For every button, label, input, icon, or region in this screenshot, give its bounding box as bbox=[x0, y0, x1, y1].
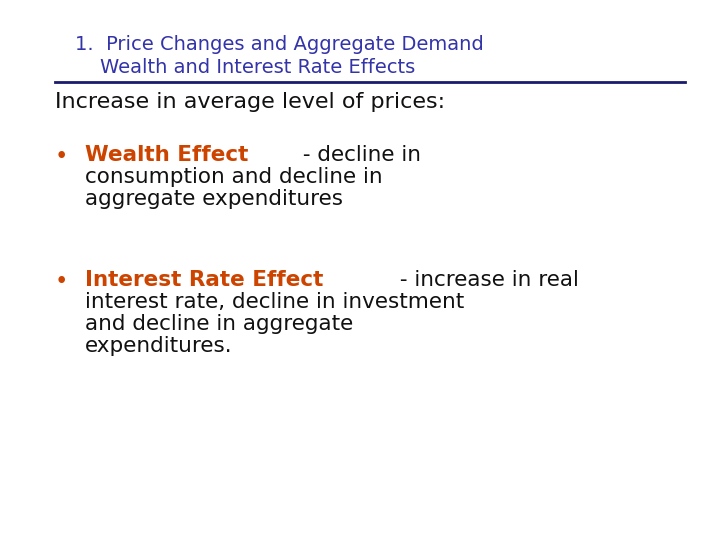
Text: •: • bbox=[55, 145, 68, 168]
Text: 1.  Price Changes and Aggregate Demand: 1. Price Changes and Aggregate Demand bbox=[75, 35, 484, 54]
Text: consumption and decline in: consumption and decline in bbox=[85, 167, 382, 187]
Text: Wealth Effect: Wealth Effect bbox=[85, 145, 248, 165]
Text: aggregate expenditures: aggregate expenditures bbox=[85, 189, 343, 209]
Text: Wealth and Interest Rate Effects: Wealth and Interest Rate Effects bbox=[75, 58, 415, 77]
Text: interest rate, decline in investment: interest rate, decline in investment bbox=[85, 292, 464, 312]
Text: Interest Rate Effect: Interest Rate Effect bbox=[85, 270, 323, 290]
Text: - increase in real: - increase in real bbox=[392, 270, 578, 290]
Text: Increase in average level of prices:: Increase in average level of prices: bbox=[55, 92, 445, 112]
Text: and decline in aggregate: and decline in aggregate bbox=[85, 314, 354, 334]
Text: - decline in: - decline in bbox=[296, 145, 420, 165]
Text: •: • bbox=[55, 270, 68, 293]
Text: expenditures.: expenditures. bbox=[85, 336, 233, 356]
